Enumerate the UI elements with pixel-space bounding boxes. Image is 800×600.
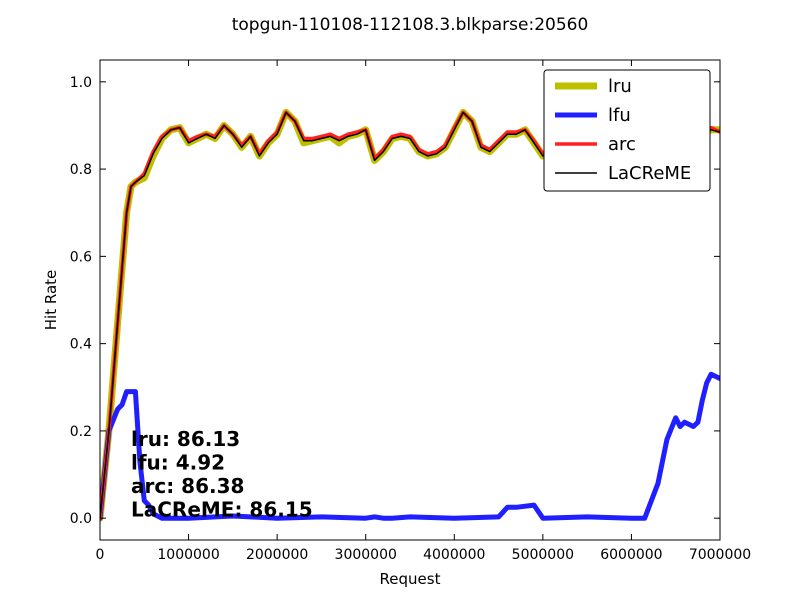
legend-label-lacreme: LaCReME [608,163,691,184]
score-annotation: LaCReME: 86.15 [131,498,313,522]
x-tick-label: 5000000 [512,547,574,563]
y-axis-label: Hit Rate [42,270,60,331]
x-tick-label: 7000000 [689,547,751,563]
chart-title: topgun-110108-112108.3.blkparse:20560 [232,15,589,35]
legend-label-arc: arc [608,134,636,155]
legend-box [543,69,711,192]
x-tick-label: 1000000 [157,547,219,563]
plot-frame [99,59,721,541]
legend: lru lfu arc LaCReME [543,69,711,192]
y-tick-label: 0.2 [70,424,92,440]
x-tick-label: 4000000 [423,547,485,563]
x-tick-label: 3000000 [335,547,397,563]
score-annotation: lru: 86.13 [131,427,240,451]
series-line-lfu [100,371,720,521]
score-annotation: arc: 86.38 [131,474,244,498]
score-annotation: lfu: 4.92 [131,451,225,475]
legend-label-lru: lru [608,76,632,97]
y-tick-label: 0.8 [70,162,92,178]
y-tick-label: 0.6 [70,249,92,265]
axis-ticks: 0 1000000 2000000 3000000 4000000 5000000 6000… [70,60,751,563]
legend-label-lfu: lfu [608,105,631,126]
y-tick-label: 1.0 [70,75,92,91]
x-tick-label: 0 [96,547,105,563]
x-tick-label: 6000000 [600,547,662,563]
x-tick-label: 2000000 [246,547,308,563]
x-axis-label: Request [380,570,441,588]
y-tick-label: 0.0 [70,511,92,527]
y-tick-label: 0.4 [70,337,92,353]
